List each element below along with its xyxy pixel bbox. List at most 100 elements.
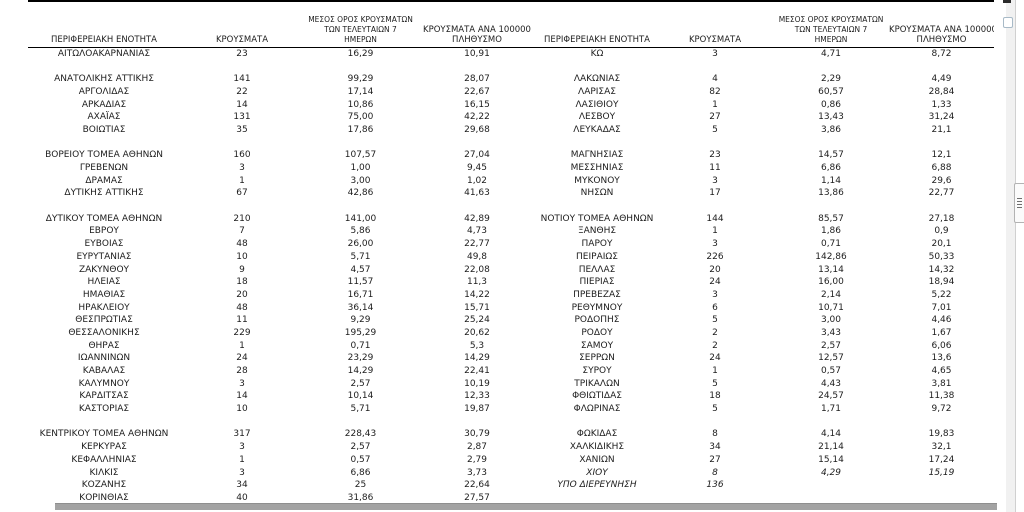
right-region-cell: ΛΑΣΙΘΙΟΥ	[575, 99, 619, 110]
left-avg7-cell: 23,29	[347, 353, 374, 364]
left-cases-cell: 10	[236, 251, 248, 262]
right-avg7-cell: 0,86	[820, 99, 842, 110]
left-region-cell: ΚΕΝΤΡΙΚΟΥ ΤΟΜΕΑ ΑΘΗΝΩΝ	[39, 429, 169, 440]
right-per100k-cell: 1,33	[931, 99, 952, 110]
left-region-cell: ΔΥΤΙΚΗΣ ΑΤΤΙΚΗΣ	[64, 188, 144, 199]
horizontal-scrollbar-track[interactable]	[55, 503, 997, 510]
right-avg7-cell: 13,86	[818, 188, 844, 199]
right-cases-cell: 17	[709, 188, 721, 199]
right-region-cell: ΠΙΕΡΙΑΣ	[579, 277, 615, 288]
right-cases-cell: 5	[712, 315, 718, 326]
left-avg7-cell: 75,00	[347, 112, 374, 123]
right-region-cell: ΦΘΙΩΤΙΔΑΣ	[572, 391, 622, 402]
header-avg7-right: ΜΕΣΟΣ ΟΡΟΣ ΚΡΟΥΣΜΑΤΩΝ ΤΩΝ ΤΕΛΕΥΤΑΙΩΝ 7 Η…	[773, 0, 889, 48]
grip-dots-icon	[1017, 204, 1022, 205]
table-row: ΘΕΣΣΑΛΟΝΙΚΗΣ 229 195,29 20,62 ΡΟΔΟΥ 2 3,43 1,67	[28, 327, 994, 340]
right-avg7-cell: 21,14	[818, 442, 844, 453]
left-cases-cell: 28	[236, 366, 248, 377]
right-cases-cell: 27	[709, 454, 721, 465]
right-per100k-cell: 9,72	[931, 404, 952, 415]
left-per100k-cell: 20,62	[464, 327, 490, 338]
right-region-cell: ΣΥΡΟΥ	[582, 366, 612, 377]
right-per100k-cell	[889, 479, 994, 492]
table-row	[28, 60, 994, 73]
left-region-cell: ΚΕΦΑΛΛΗΝΙΑΣ	[71, 454, 137, 465]
right-scrollbar-track[interactable]	[1006, 0, 1016, 512]
table-row: ΗΜΑΘΙΑΣ 20 16,71 14,22 ΠΡΕΒΕΖΑΣ 3 2,14 5,22	[28, 289, 994, 302]
right-avg7-cell: 16,00	[818, 277, 844, 288]
left-avg7-cell	[304, 415, 417, 428]
left-cases-cell: 3	[239, 378, 245, 389]
cropped-ui-fragment	[1003, 0, 1011, 3]
table-body: ΑΙΤΩΛΟΑΚΑΡΝΑΝΙΑΣ 23 16,29 10,91 ΚΩ 3 4,71 8,72 Α…	[28, 48, 994, 505]
left-cases-cell: 3	[239, 163, 245, 174]
left-cases-cell: 141	[233, 74, 251, 85]
left-cases-cell: 35	[236, 124, 248, 135]
left-cases-cell: 23	[236, 49, 248, 60]
header-cases-right: ΚΡΟΥΣΜΑΤΑ	[657, 0, 773, 48]
right-per100k-cell: 1,67	[931, 327, 952, 338]
right-cases-cell: 3	[712, 239, 718, 250]
left-region-cell: ΘΗΡΑΣ	[88, 340, 120, 351]
right-region-cell: ΡΟΔΟΠΗΣ	[574, 315, 620, 326]
left-per100k-cell: 41,63	[464, 188, 490, 199]
table-row: ΑΡΓΟΛΙΔΑΣ 22 17,14 22,67 ΛΑΡΙΣΑΣ 82 60,57 28,84	[28, 86, 994, 99]
left-cases-cell	[180, 136, 304, 149]
right-region-cell: ΧΙΟΥ	[586, 467, 608, 478]
table-row: ΚΑΣΤΟΡΙΑΣ 10 5,71 19,87 ΦΛΩΡΙΝΑΣ 5 1,71 9,72	[28, 403, 994, 416]
right-avg7-cell	[773, 200, 889, 213]
table-row: ΒΟΡΕΙΟΥ ΤΟΜΕΑ ΑΘΗΝΩΝ 160 107,57 27,04 ΜΑΓΝΗΣ…	[28, 149, 994, 162]
header-per100k-left: ΚΡΟΥΣΜΑΤΑ ΑΝΑ 100000 ΠΛΗΘΥΣΜΟ	[417, 0, 537, 48]
table-row: ΑΡΚΑΔΙΑΣ 14 10,86 16,15 ΛΑΣΙΘΙΟΥ 1 0,86 1,33	[28, 98, 994, 111]
table-row	[28, 415, 994, 428]
table-row: ΚΕΡΚΥΡΑΣ 3 2,57 2,87 ΧΑΛΚΙΔΙΚΗΣ 34 21,14 32,1	[28, 441, 994, 454]
right-region-cell: ΛΑΡΙΣΑΣ	[578, 86, 616, 97]
right-region-cell: ΤΡΙΚΑΛΩΝ	[574, 378, 620, 389]
left-avg7-cell: 4,57	[350, 264, 371, 275]
left-cases-cell: 7	[239, 226, 245, 237]
right-per100k-cell: 8,72	[931, 49, 952, 60]
left-cases-cell: 229	[233, 327, 251, 338]
left-per100k-cell: 2,87	[466, 442, 488, 453]
left-cases-cell: 160	[233, 150, 251, 161]
right-avg7-cell: 2,57	[820, 340, 842, 351]
left-avg7-cell: 25	[354, 480, 367, 491]
left-per100k-cell: 29,68	[464, 124, 490, 135]
right-avg7-cell: 4,29	[820, 467, 842, 478]
right-region-cell: ΛΑΚΩΝΙΑΣ	[573, 74, 621, 85]
left-region-cell: ΗΡΑΚΛΕΙΟΥ	[78, 302, 130, 313]
cases-by-region-table: ΠΕΡΙΦΕΡΕΙΑΚΗ ΕΝΟΤΗΤΑ ΚΡΟΥΣΜΑΤΑ ΜΕΣΟΣ ΟΡΟ…	[28, 0, 994, 504]
right-avg7-cell: 4,43	[820, 378, 842, 389]
right-cases-cell	[657, 136, 773, 149]
table-row: ΘΕΣΠΡΩΤΙΑΣ 11 9,29 25,24 ΡΟΔΟΠΗΣ 5 3,00 4,46	[28, 314, 994, 327]
table-row: ΔΥΤΙΚΟΥ ΤΟΜΕΑ ΑΘΗΝΩΝ 210 141,00 42,89 ΝΟΤΙΟΥ…	[28, 212, 994, 225]
left-region-cell: ΑΝΑΤΟΛΙΚΗΣ ΑΤΤΙΚΗΣ	[54, 74, 154, 85]
left-cases-cell: 1	[239, 175, 245, 186]
left-avg7-cell: 0,71	[350, 340, 371, 351]
right-per100k-cell: 0,9	[934, 226, 949, 237]
table-row: ΚΑΒΑΛΑΣ 28 14,29 22,41 ΣΥΡΟΥ 1 0,57 4,65	[28, 365, 994, 378]
vertical-scrollbar-thumb[interactable]	[1014, 183, 1024, 223]
table-row: ΘΗΡΑΣ 1 0,71 5,3 ΣΑΜΟΥ 2 2,57 6,06	[28, 339, 994, 352]
right-region-cell: ΡΟΔΟΥ	[581, 327, 613, 338]
grip-dots-icon	[1017, 201, 1022, 202]
right-cases-cell: 6	[712, 302, 718, 313]
right-per100k-cell	[889, 136, 994, 149]
left-avg7-cell: 99,29	[347, 74, 374, 85]
right-region-cell: ΦΛΩΡΙΝΑΣ	[573, 404, 621, 415]
right-avg7-cell: 0,57	[820, 366, 842, 377]
left-region-cell: ΑΙΤΩΛΟΑΚΑΡΝΑΝΙΑΣ	[57, 49, 151, 60]
right-avg7-cell: 1,14	[820, 175, 842, 186]
right-avg7-cell: 0,71	[820, 239, 842, 250]
left-per100k-cell: 30,79	[464, 429, 490, 440]
left-cases-cell: 9	[239, 264, 245, 275]
right-per100k-cell: 12,1	[931, 150, 952, 161]
table-row: ΕΥΡΥΤΑΝΙΑΣ 10 5,71 49,8 ΠΕΙΡΑΙΩΣ 226 142,86 50,…	[28, 251, 994, 264]
table-row: ΓΡΕΒΕΝΩΝ 3 1,00 9,45 ΜΕΣΣΗΝΙΑΣ 11 6,86 6,88	[28, 162, 994, 175]
left-avg7-cell	[304, 60, 417, 73]
left-avg7-cell: 16,29	[347, 49, 374, 60]
left-cases-cell	[180, 200, 304, 213]
right-per100k-cell: 15,19	[928, 467, 955, 478]
left-per100k-cell: 19,87	[464, 404, 490, 415]
left-avg7-cell: 5,71	[350, 404, 371, 415]
